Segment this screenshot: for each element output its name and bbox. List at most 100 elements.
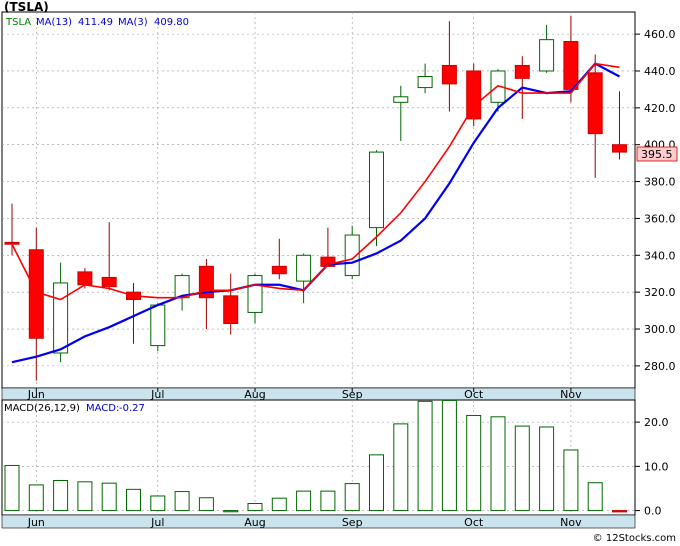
price-legend: TSLA MA(13) 411.49 MA(3) 409.80 bbox=[5, 17, 189, 28]
candle-body bbox=[514, 64, 530, 79]
candle-body bbox=[150, 304, 166, 347]
candle bbox=[150, 303, 166, 352]
candle-body bbox=[101, 276, 117, 288]
macd-bar bbox=[247, 503, 263, 512]
candle-body bbox=[247, 275, 263, 313]
price-y-tick-label: 460.0 bbox=[644, 28, 676, 41]
candle bbox=[223, 273, 239, 335]
legend-ma3-value: 409.80 bbox=[154, 17, 189, 28]
price-y-tick-label: 300.0 bbox=[644, 323, 676, 336]
candle bbox=[466, 63, 482, 127]
candle bbox=[101, 222, 117, 291]
candle bbox=[77, 268, 93, 289]
candle bbox=[174, 273, 190, 311]
legend-ma3-label: MA(3) bbox=[118, 17, 148, 28]
candles bbox=[4, 15, 627, 381]
candle bbox=[320, 227, 336, 267]
candle-body bbox=[612, 144, 627, 153]
macd-bar bbox=[587, 482, 603, 512]
candle bbox=[417, 63, 433, 94]
macd-bars bbox=[4, 399, 627, 513]
price-x-tick-label: Oct bbox=[464, 388, 484, 401]
candle-body bbox=[344, 234, 360, 277]
macd-bar bbox=[101, 482, 117, 512]
price-panel: 280.0300.0320.0340.0360.0380.0400.0420.0… bbox=[1, 0, 678, 401]
candle bbox=[296, 253, 312, 304]
price-x-axis: Jun Jul Aug Sep Oct Nov bbox=[27, 388, 582, 401]
candle bbox=[563, 15, 579, 103]
macd-bar bbox=[296, 490, 312, 512]
candle-body bbox=[587, 72, 603, 135]
macd-bar bbox=[4, 464, 20, 512]
candle-body bbox=[369, 151, 384, 229]
candle bbox=[271, 238, 287, 280]
macd-bar bbox=[441, 399, 457, 512]
price-y-tick-label: 320.0 bbox=[644, 286, 676, 299]
legend-ticker: TSLA bbox=[5, 17, 31, 28]
macd-bar bbox=[612, 510, 627, 513]
price-grid bbox=[2, 12, 635, 388]
candle-body bbox=[320, 256, 336, 267]
macd-bar bbox=[223, 510, 239, 513]
last-price-value: 395.5 bbox=[641, 148, 673, 161]
macd-bar bbox=[320, 490, 336, 512]
candle-body bbox=[417, 76, 433, 89]
macd-legend-title: MACD(26,12,9) bbox=[4, 403, 80, 414]
ma3-line bbox=[11, 62, 620, 301]
candle-body bbox=[296, 254, 312, 282]
price-y-axis: 280.0300.0320.0340.0360.0380.0400.0420.0… bbox=[635, 28, 676, 373]
macd-bar bbox=[77, 481, 93, 512]
macd-x-tick-label: Oct bbox=[464, 516, 484, 529]
macd-legend-value: -0.27 bbox=[119, 403, 145, 414]
macd-y-tick-label: 0.0 bbox=[644, 505, 662, 518]
macd-x-tick-label: Sep bbox=[342, 516, 363, 529]
macd-bar bbox=[417, 400, 433, 512]
price-y-tick-label: 440.0 bbox=[644, 65, 676, 78]
macd-bar bbox=[514, 425, 530, 512]
candle bbox=[587, 54, 603, 178]
candle-body bbox=[466, 70, 482, 120]
price-title: (TSLA) bbox=[4, 0, 49, 14]
last-price-box bbox=[636, 146, 678, 162]
macd-bar bbox=[271, 497, 287, 512]
macd-x-tick-label: Jun bbox=[27, 516, 45, 529]
candle-body bbox=[53, 282, 69, 354]
macd-bar bbox=[563, 449, 579, 512]
macd-y-tick-label: 20.0 bbox=[644, 416, 669, 429]
macd-x-tick-label: Nov bbox=[560, 516, 582, 529]
macd-y-tick-label: 10.0 bbox=[644, 460, 669, 473]
macd-bar bbox=[126, 488, 141, 512]
macd-bar bbox=[198, 497, 214, 512]
macd-panel: 0.0 10.0 20.0 Jun Jul Aug Sep Oct Nov MACD(26,1… bbox=[1, 399, 669, 529]
price-y-tick-label: 360.0 bbox=[644, 212, 676, 225]
candle-body bbox=[223, 295, 239, 324]
legend-ma13-value: 411.49 bbox=[78, 17, 113, 28]
macd-y-axis: 0.0 10.0 20.0 bbox=[635, 416, 669, 518]
legend-ma13-label: MA(13) bbox=[36, 17, 72, 28]
macd-legend: MACD(26,12,9) MACD: -0.27 bbox=[4, 403, 145, 414]
candle bbox=[539, 24, 555, 73]
price-x-tick-label: Jul bbox=[150, 388, 164, 401]
watermark: © 12Stocks.com bbox=[593, 533, 676, 544]
macd-bar bbox=[150, 495, 166, 512]
macd-bar bbox=[539, 426, 555, 512]
macd-date-band bbox=[1, 514, 636, 529]
candle bbox=[369, 150, 384, 247]
macd-bar bbox=[466, 414, 482, 512]
candle-body bbox=[77, 271, 93, 286]
price-x-tick-label: Nov bbox=[560, 388, 582, 401]
candle-body bbox=[441, 64, 457, 85]
macd-x-axis: Jun Jul Aug Sep Oct Nov bbox=[27, 516, 582, 529]
last-price-tag: 395.5 bbox=[636, 146, 678, 162]
macd-bar bbox=[174, 491, 190, 512]
macd-bar bbox=[28, 484, 44, 512]
candle bbox=[441, 21, 457, 112]
price-y-tick-label: 380.0 bbox=[644, 176, 676, 189]
candle bbox=[393, 85, 409, 142]
macd-bar bbox=[344, 483, 360, 512]
price-x-tick-label: Aug bbox=[244, 388, 265, 401]
price-y-tick-label: 420.0 bbox=[644, 102, 676, 115]
price-y-tick-label: 280.0 bbox=[644, 360, 676, 373]
price-x-tick-label: Sep bbox=[342, 388, 363, 401]
